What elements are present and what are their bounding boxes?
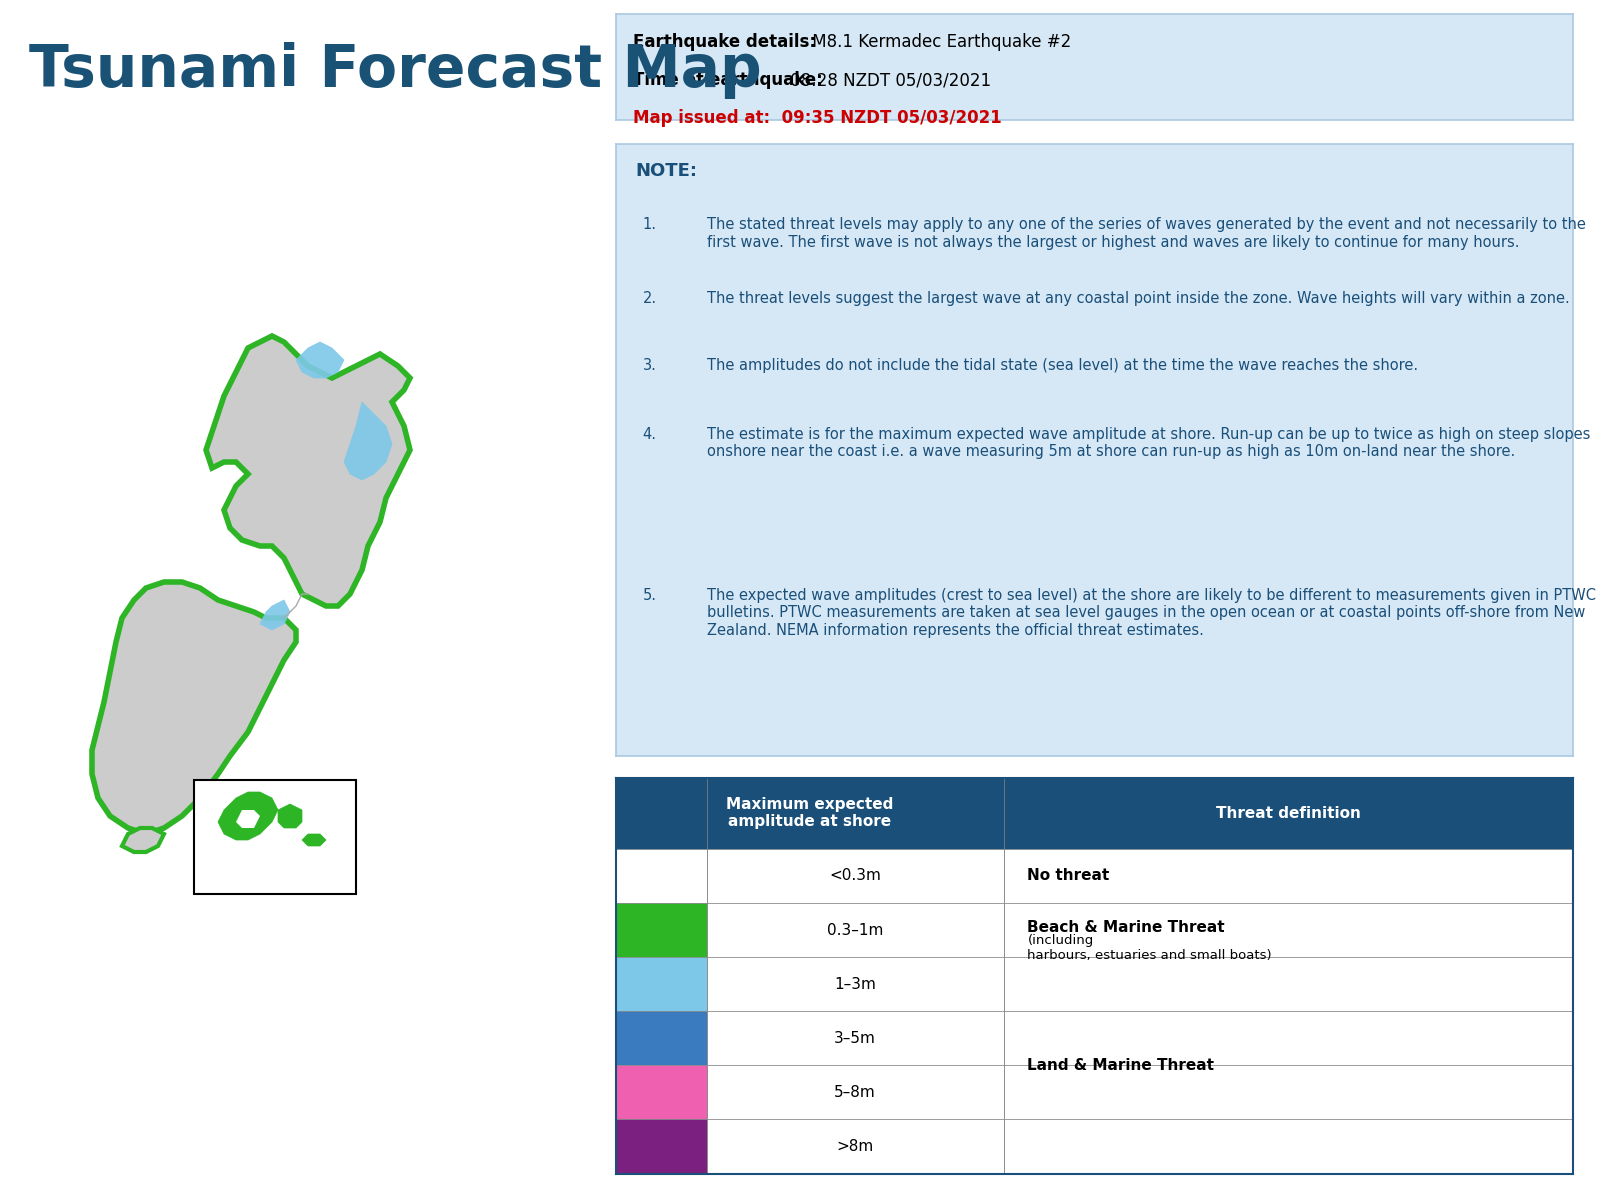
- Bar: [1003, 958, 1573, 1012]
- Bar: [616, 1120, 707, 1174]
- Bar: [616, 902, 707, 958]
- Text: 0.3–1m: 0.3–1m: [827, 923, 883, 937]
- Polygon shape: [237, 810, 259, 828]
- Bar: [1003, 778, 1573, 848]
- Text: 2.: 2.: [643, 290, 658, 306]
- Text: The threat levels suggest the largest wave at any coastal point inside the zone.: The threat levels suggest the largest wa…: [707, 290, 1570, 306]
- Text: Earthquake details:: Earthquake details:: [634, 34, 816, 52]
- Text: Map issued at:  09:35 NZDT 05/03/2021: Map issued at: 09:35 NZDT 05/03/2021: [634, 109, 1002, 127]
- Text: 5–8m: 5–8m: [834, 1085, 877, 1100]
- Text: 5.: 5.: [643, 588, 656, 602]
- Bar: [707, 1012, 1003, 1066]
- Text: 3.: 3.: [643, 358, 656, 373]
- Bar: [1003, 1120, 1573, 1174]
- Text: The estimate is for the maximum expected wave amplitude at shore. Run-up can be : The estimate is for the maximum expected…: [707, 427, 1590, 460]
- Polygon shape: [206, 336, 410, 606]
- Bar: [707, 958, 1003, 1012]
- Bar: [194, 780, 355, 894]
- Bar: [707, 902, 1003, 958]
- Text: NOTE:: NOTE:: [635, 162, 698, 180]
- Bar: [616, 848, 707, 902]
- Text: The stated threat levels may apply to any one of the series of waves generated b: The stated threat levels may apply to an…: [707, 217, 1586, 250]
- Bar: [1003, 902, 1573, 958]
- Text: 3–5m: 3–5m: [834, 1031, 877, 1045]
- Bar: [616, 958, 707, 1012]
- Text: <0.3m: <0.3m: [829, 869, 882, 883]
- Polygon shape: [218, 792, 278, 840]
- Polygon shape: [93, 582, 296, 834]
- Text: The amplitudes do not include the tidal state (sea level) at the time the wave r: The amplitudes do not include the tidal …: [707, 358, 1418, 373]
- Bar: [1003, 1066, 1573, 1120]
- Bar: [616, 778, 1003, 848]
- Polygon shape: [296, 342, 344, 378]
- Polygon shape: [344, 402, 392, 480]
- Bar: [616, 1066, 707, 1120]
- Text: M8.1 Kermadec Earthquake #2: M8.1 Kermadec Earthquake #2: [808, 34, 1072, 52]
- Text: 08:28 NZDT 05/03/2021: 08:28 NZDT 05/03/2021: [790, 72, 992, 90]
- Bar: [1003, 1012, 1573, 1066]
- Text: 4.: 4.: [643, 427, 656, 442]
- Text: Maximum expected
amplitude at shore: Maximum expected amplitude at shore: [726, 797, 893, 829]
- Text: (including
harbours, estuaries and small boats): (including harbours, estuaries and small…: [1027, 935, 1272, 962]
- Bar: [707, 848, 1003, 902]
- Text: 1.: 1.: [643, 217, 656, 233]
- Bar: [1003, 848, 1573, 902]
- Text: 1–3m: 1–3m: [834, 977, 877, 991]
- Polygon shape: [259, 600, 290, 630]
- Bar: [616, 1012, 707, 1066]
- Bar: [707, 1120, 1003, 1174]
- Text: No threat: No threat: [1027, 869, 1110, 883]
- Text: >8m: >8m: [837, 1139, 874, 1154]
- Bar: [707, 1066, 1003, 1120]
- Text: The expected wave amplitudes (crest to sea level) at the shore are likely to be : The expected wave amplitudes (crest to s…: [707, 588, 1595, 637]
- Polygon shape: [122, 828, 165, 852]
- Text: Beach & Marine Threat: Beach & Marine Threat: [1027, 920, 1226, 935]
- Text: Threat definition: Threat definition: [1216, 805, 1360, 821]
- Text: Time of earthquake:: Time of earthquake:: [634, 72, 829, 90]
- Polygon shape: [278, 804, 302, 828]
- Text: Land & Marine Threat: Land & Marine Threat: [1027, 1058, 1214, 1073]
- Text: Tsunami Forecast Map: Tsunami Forecast Map: [29, 42, 762, 98]
- Polygon shape: [302, 834, 326, 846]
